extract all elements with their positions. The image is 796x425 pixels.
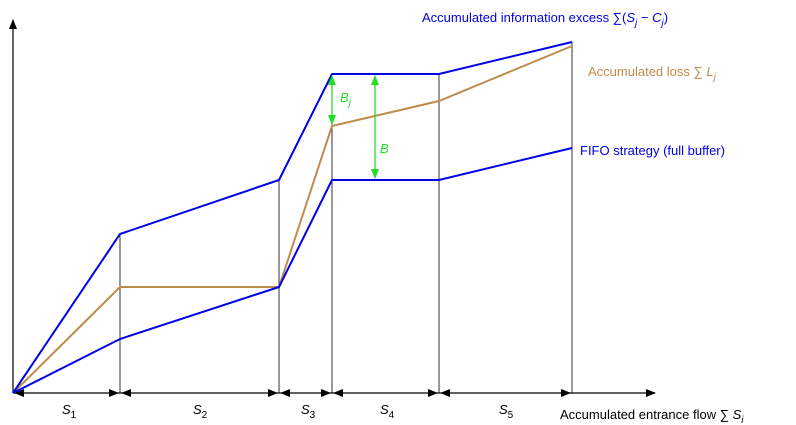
text: Accumulated information excess ∑( — [422, 10, 627, 25]
excess-curve — [12, 41, 573, 394]
segment-label: S2 — [193, 402, 208, 421]
var: L — [706, 64, 713, 79]
segment-label: S4 — [380, 402, 395, 421]
var: S — [499, 402, 508, 417]
text: − — [637, 10, 652, 25]
b-label: B — [380, 141, 389, 156]
fifo-label: FIFO strategy (full buffer) — [580, 143, 725, 158]
var: S — [733, 407, 742, 422]
sub: j — [633, 18, 638, 29]
text: Accumulated loss ∑ — [588, 64, 706, 79]
sub: j — [347, 98, 352, 109]
bj-label: Bj — [340, 90, 352, 109]
sub: 3 — [310, 410, 316, 421]
var: S — [62, 402, 71, 417]
axes — [9, 19, 656, 397]
segment-label: S1 — [62, 402, 77, 421]
sub: i — [741, 415, 744, 425]
fifo-curve — [12, 147, 573, 394]
verticals — [119, 42, 573, 393]
var: B — [340, 90, 349, 105]
segment-label: S3 — [301, 402, 316, 421]
segment-label: S5 — [499, 402, 514, 421]
loss-curve — [12, 45, 573, 394]
text: ) — [664, 10, 668, 25]
sub: 2 — [202, 410, 208, 421]
var: S — [380, 402, 389, 417]
sub: j — [659, 18, 664, 29]
var: C — [652, 10, 662, 25]
excess-label: Accumulated information excess ∑(Sj − Cj… — [422, 10, 668, 29]
sub: j — [712, 72, 717, 83]
sub: 4 — [389, 410, 395, 421]
var: S — [626, 10, 635, 25]
segment-labels: S1 S2 S3 S4 S5 — [62, 402, 514, 421]
text: Accumulated entrance flow ∑ — [560, 407, 733, 422]
var: S — [301, 402, 310, 417]
sub: 1 — [71, 410, 77, 421]
sub: 5 — [508, 410, 514, 421]
loss-label: Accumulated loss ∑ Lj — [588, 64, 717, 83]
x-axis-label: Accumulated entrance flow ∑ Si — [560, 407, 744, 425]
var: S — [193, 402, 202, 417]
